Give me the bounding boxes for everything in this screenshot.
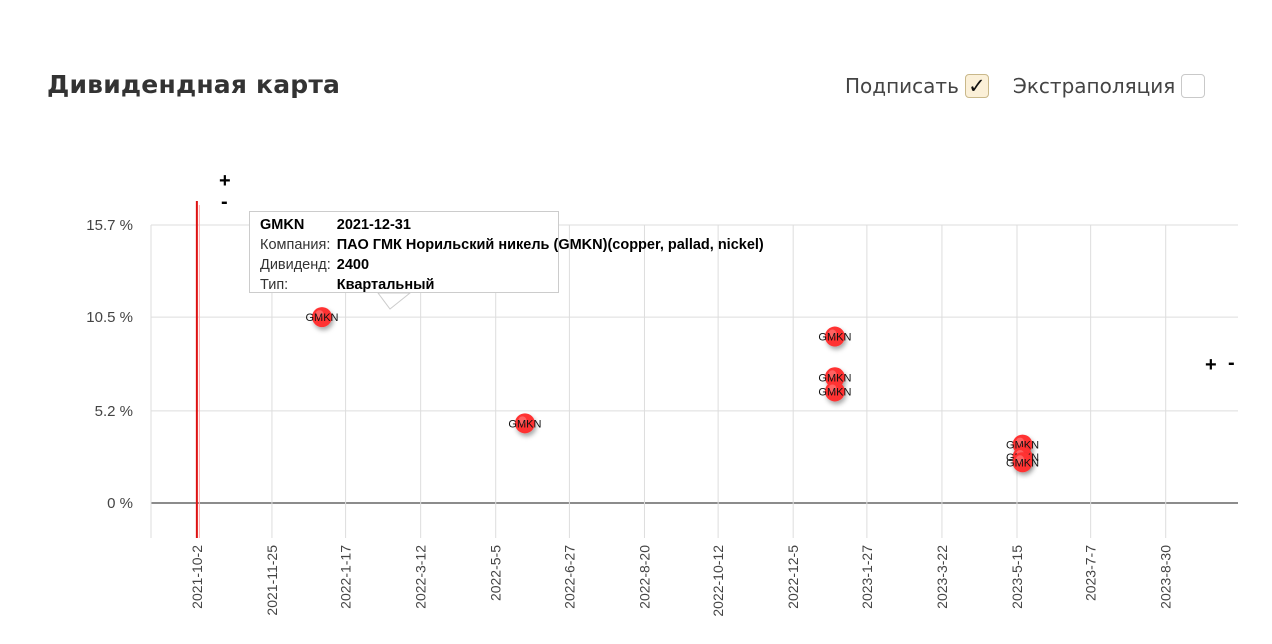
marker-zoom-out-button[interactable]: - bbox=[221, 191, 228, 213]
extrapolation-toggle[interactable]: Экстраполяция bbox=[1012, 74, 1206, 98]
tooltip-type: Квартальный bbox=[336, 277, 435, 293]
label-toggle-label: Подписать bbox=[845, 74, 959, 98]
data-point-highlight bbox=[315, 310, 324, 319]
data-point-label: GMKN bbox=[508, 418, 541, 430]
x-tick-label: 2022-12-5 bbox=[785, 545, 801, 609]
x-tick-label: 2023-8-30 bbox=[1158, 545, 1174, 609]
data-point-highlight bbox=[828, 384, 837, 393]
extrapolation-toggle-label: Экстраполяция bbox=[1012, 74, 1176, 98]
x-tick-label: 2022-3-12 bbox=[413, 545, 429, 609]
x-tick-label: 2022-1-17 bbox=[338, 545, 354, 609]
x-tick-label: 2022-10-12 bbox=[710, 545, 726, 617]
x-tick-label: 2022-6-27 bbox=[561, 545, 577, 609]
x-tick-label: 2023-3-22 bbox=[934, 545, 950, 609]
point-tooltip: GMKN 2021-12-31 Компания: ПАО ГМК Нориль… bbox=[249, 211, 764, 293]
data-point-label: GMKN bbox=[818, 372, 851, 384]
data-point-highlight bbox=[828, 370, 837, 379]
tooltip-company: ПАО ГМК Норильский никель (GMKN)(copper,… bbox=[336, 237, 764, 253]
chart-zoom-out-button[interactable]: - bbox=[1228, 352, 1235, 374]
chart-controls: Подписать ✓ Экстраполяция bbox=[845, 74, 1206, 98]
label-toggle[interactable]: Подписать ✓ bbox=[845, 74, 989, 98]
tooltip-dividend: 2400 bbox=[336, 257, 370, 273]
x-tick-label: 2023-5-15 bbox=[1009, 545, 1025, 609]
data-point-highlight bbox=[518, 416, 527, 425]
data-point-label: GMKN bbox=[818, 332, 851, 344]
extrapolation-checkbox[interactable] bbox=[1181, 74, 1206, 98]
current-date-marker-layer bbox=[195, 201, 200, 538]
data-point-label: GMKN bbox=[818, 386, 851, 398]
label-checkbox[interactable]: ✓ bbox=[964, 73, 989, 98]
x-tick-label: 2021-11-25 bbox=[264, 545, 280, 616]
x-tick-label: 2023-7-7 bbox=[1083, 545, 1099, 601]
x-tick-label: 2022-8-20 bbox=[636, 545, 652, 609]
x-tick-label: 2023-1-27 bbox=[859, 545, 875, 609]
tooltip-tail bbox=[377, 292, 412, 310]
y-tick-label: 10.5 % bbox=[86, 309, 133, 326]
tooltip-ticker: GMKN bbox=[260, 217, 305, 233]
data-point-highlight bbox=[1016, 455, 1025, 464]
y-tick-label: 15.7 % bbox=[86, 217, 133, 234]
y-tick-label: 0 % bbox=[107, 495, 133, 512]
x-tick-label: 2021-10-2 bbox=[189, 545, 205, 609]
page-title: Дивидендная карта bbox=[47, 70, 341, 99]
checkmark-icon: ✓ bbox=[968, 73, 986, 98]
marker-zoom-in-button[interactable]: + bbox=[219, 170, 231, 192]
data-point-highlight bbox=[828, 329, 837, 338]
data-point-label: GMKN bbox=[1006, 457, 1039, 469]
tooltip-date: 2021-12-31 bbox=[336, 217, 411, 233]
tooltip-type-label: Тип: bbox=[260, 277, 289, 293]
data-point-label: GMKN bbox=[305, 312, 338, 324]
chart-axes: 15.7 % 10.5 % 5.2 % 0 % 2021-10-2 2021-11-25 2… bbox=[86, 217, 1173, 617]
y-tick-label: 5.2 % bbox=[95, 403, 133, 420]
tooltip-company-label: Компания: bbox=[260, 237, 331, 253]
x-tick-label: 2022-5-5 bbox=[488, 545, 504, 601]
chart-zoom-in-button[interactable]: + bbox=[1205, 354, 1217, 376]
data-point-highlight bbox=[1016, 437, 1025, 446]
data-point-label: GMKN bbox=[1006, 440, 1039, 452]
tooltip-dividend-label: Дивиденд: bbox=[260, 257, 331, 273]
